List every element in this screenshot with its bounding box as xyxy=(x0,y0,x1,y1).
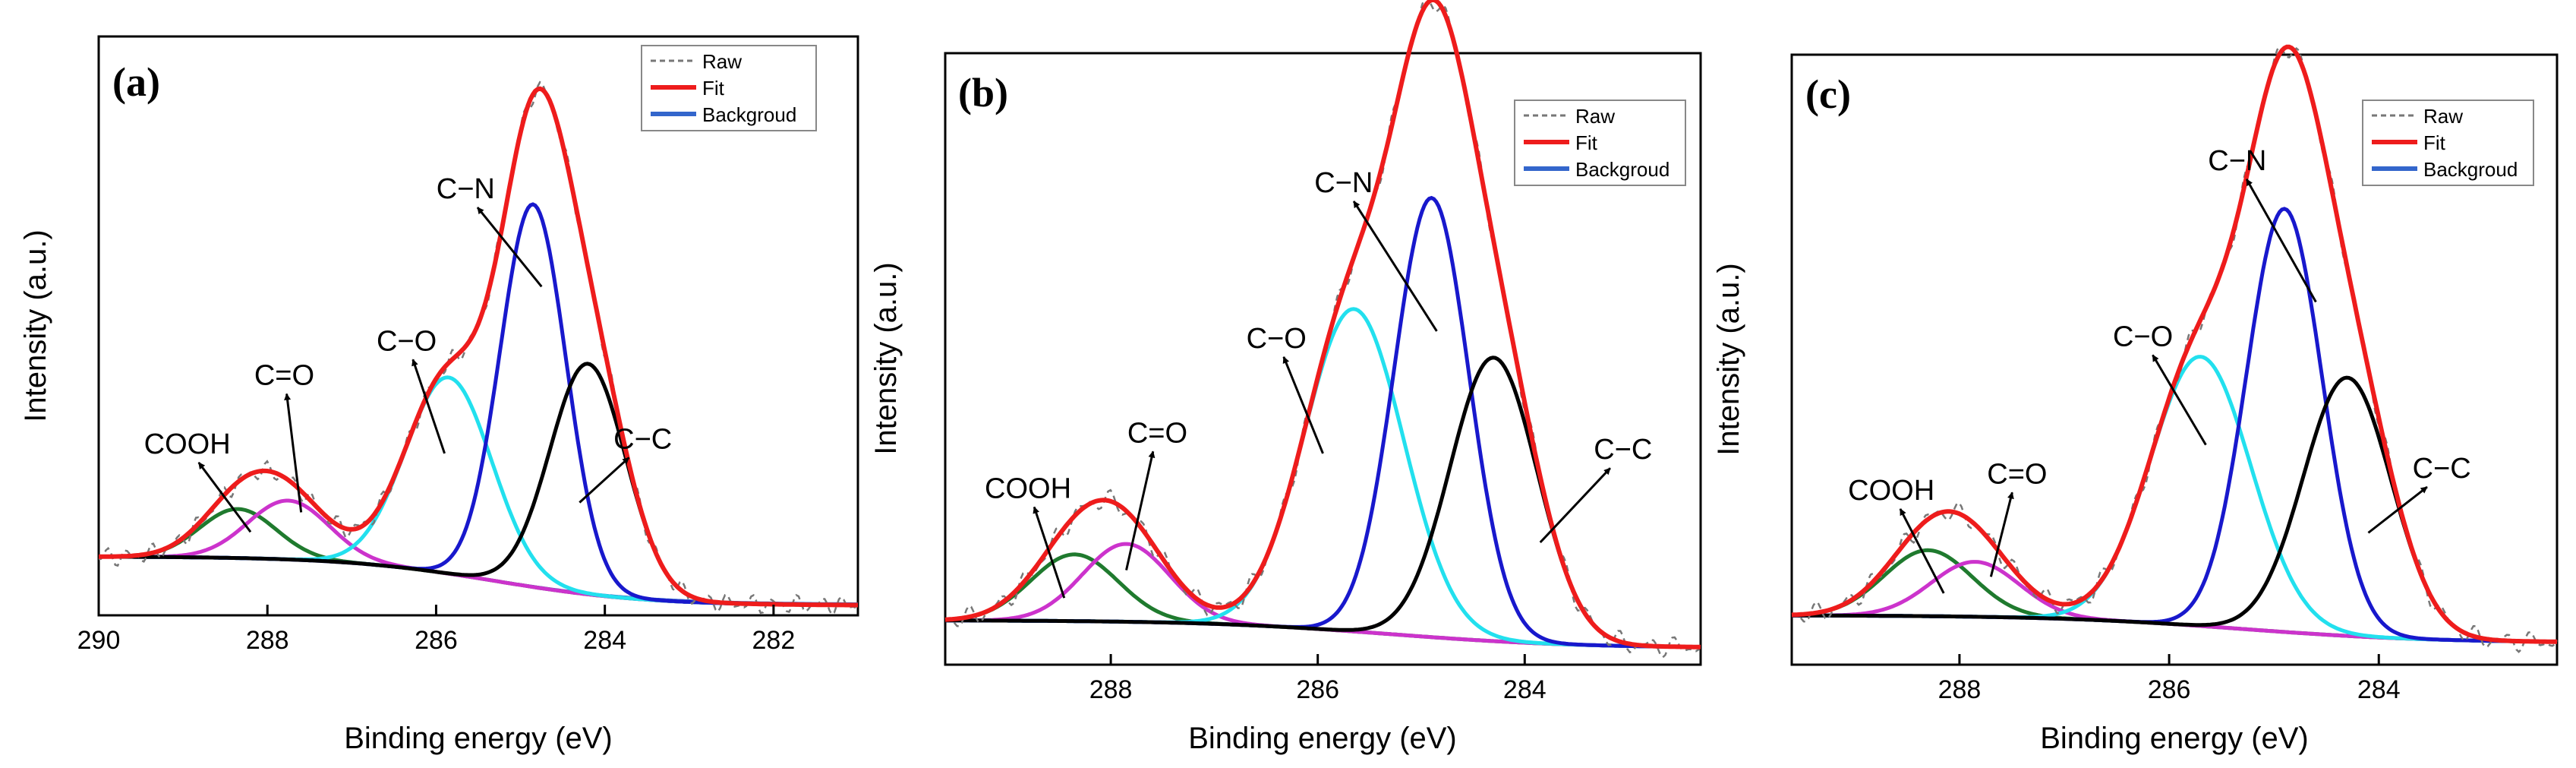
x-tick-label: 282 xyxy=(752,626,796,655)
chart-panel-b: 288 286 284 COOH C=O C−O C−N C−C (b) Binding e… xyxy=(869,0,1702,755)
component-co-curve xyxy=(1792,560,2557,644)
legend-raw-label: Raw xyxy=(1575,105,1615,128)
chart-panel-a: 290 288 286 284 282 COOH C=O C−O C−N C−C (a) Bin… xyxy=(19,35,859,755)
component-cooh-curve xyxy=(1791,548,2557,644)
panel-label: (a) xyxy=(112,59,160,105)
x-axis-ticks: 290 288 286 284 282 xyxy=(77,605,796,655)
peak-arrow xyxy=(1899,508,1945,594)
peak-label: C−O xyxy=(1247,323,1307,355)
raw-curve xyxy=(98,81,859,616)
x-tick-label: 284 xyxy=(1503,675,1547,704)
peak-label: C−N xyxy=(1314,167,1373,199)
x-tick-label: 284 xyxy=(583,626,626,655)
plot-frame xyxy=(1790,53,2559,666)
legend-background-label: Backgroud xyxy=(702,103,796,126)
component-cn-curve xyxy=(99,202,858,607)
plot-frame xyxy=(944,52,1702,666)
peak-arrow xyxy=(476,207,543,288)
curves-group xyxy=(944,0,1702,659)
x-tick-label: 284 xyxy=(2357,675,2401,704)
peak-label: C−C xyxy=(613,423,672,455)
peak-arrow xyxy=(1539,467,1611,544)
peak-annotations: COOH C=O C−O C−N C−C xyxy=(985,167,1652,599)
curves-group xyxy=(98,81,859,616)
peak-label: C=O xyxy=(1987,458,2047,490)
component-cn-curve xyxy=(1792,207,2557,644)
peak-arrow xyxy=(2245,179,2317,303)
peak-label: COOH xyxy=(144,428,231,460)
legend: Raw Fit Backgroud xyxy=(1514,100,1686,186)
legend-fit-label: Fit xyxy=(1575,131,1598,154)
fit-curve xyxy=(944,0,1701,649)
chart-panel-c: 288 286 284 COOH C=O C−O C−N C−C (c) Binding e… xyxy=(1712,44,2559,755)
peak-label: C=O xyxy=(1127,417,1187,449)
peak-label: C−O xyxy=(377,325,437,357)
peak-arrow xyxy=(1282,356,1324,454)
y-axis-label: Intensity (a.u.) xyxy=(869,262,903,454)
x-tick-label: 288 xyxy=(246,626,289,655)
peak-label: C−C xyxy=(2413,453,2471,485)
curves-group xyxy=(1791,44,2559,653)
peak-annotations: COOH C=O C−O C−N C−C xyxy=(1848,145,2471,594)
peak-label: COOH xyxy=(1848,475,1934,507)
x-axis-label: Binding energy (eV) xyxy=(1188,722,1457,755)
fit-curve xyxy=(1791,44,2557,644)
x-tick-label: 286 xyxy=(2148,675,2191,704)
peak-label: C−O xyxy=(2113,321,2173,352)
x-tick-label: 286 xyxy=(1296,675,1339,704)
peak-label: COOH xyxy=(985,472,1071,504)
x-axis-ticks: 288 286 284 xyxy=(1938,654,2401,704)
panel-label: (b) xyxy=(958,70,1008,115)
peak-arrow xyxy=(1125,450,1156,570)
peak-arrow xyxy=(579,457,630,504)
peak-arrow xyxy=(1989,491,2014,577)
peak-arrow xyxy=(1033,506,1066,599)
legend: Raw Fit Backgroud xyxy=(641,45,817,131)
x-axis-label: Binding energy (eV) xyxy=(2040,722,2309,755)
legend-background-label: Backgroud xyxy=(2423,158,2518,181)
peak-arrow xyxy=(1352,201,1438,332)
legend-fit-label: Fit xyxy=(702,77,725,100)
x-tick-label: 288 xyxy=(1089,675,1133,704)
legend-raw-label: Raw xyxy=(702,50,742,73)
x-axis-ticks: 288 286 284 xyxy=(1089,654,1547,704)
peak-label: C=O xyxy=(254,359,314,391)
legend-raw-label: Raw xyxy=(2423,105,2463,128)
panel-label: (c) xyxy=(1805,71,1851,117)
component-cc-curve xyxy=(1792,375,2557,644)
fit-curve xyxy=(99,86,858,608)
peak-arrow xyxy=(2367,485,2428,534)
x-tick-label: 286 xyxy=(415,626,458,655)
y-axis-label: Intensity (a.u.) xyxy=(19,229,52,422)
peak-arrow xyxy=(411,359,446,454)
x-tick-label: 290 xyxy=(77,626,121,655)
y-axis-label: Intensity (a.u.) xyxy=(1712,263,1745,455)
legend: Raw Fit Backgroud xyxy=(2362,100,2534,186)
background-curve xyxy=(99,555,858,606)
peak-label: C−N xyxy=(437,173,495,205)
peak-label: C−N xyxy=(2208,145,2266,177)
legend-fit-label: Fit xyxy=(2423,131,2446,154)
legend-background-label: Backgroud xyxy=(1575,158,1670,181)
component-cooh-curve xyxy=(944,552,1701,649)
peak-annotations: COOH C=O C−O C−N C−C xyxy=(144,173,672,533)
peak-arrow xyxy=(197,462,252,533)
peak-label: C−C xyxy=(1594,434,1652,466)
x-axis-label: Binding energy (eV) xyxy=(344,722,613,755)
peak-arrow xyxy=(2152,354,2207,446)
peak-arrow xyxy=(284,393,303,513)
x-tick-label: 288 xyxy=(1938,675,1982,704)
plot-frame xyxy=(97,35,859,617)
